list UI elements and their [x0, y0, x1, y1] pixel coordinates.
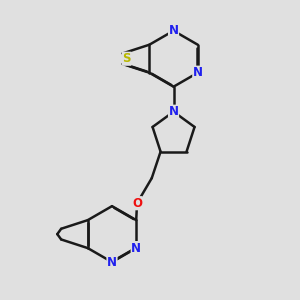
- Text: O: O: [132, 197, 142, 210]
- Text: S: S: [122, 52, 131, 65]
- Text: N: N: [131, 242, 141, 255]
- Text: N: N: [169, 24, 178, 37]
- Text: N: N: [169, 105, 178, 118]
- Text: N: N: [193, 66, 203, 79]
- Text: N: N: [107, 256, 117, 268]
